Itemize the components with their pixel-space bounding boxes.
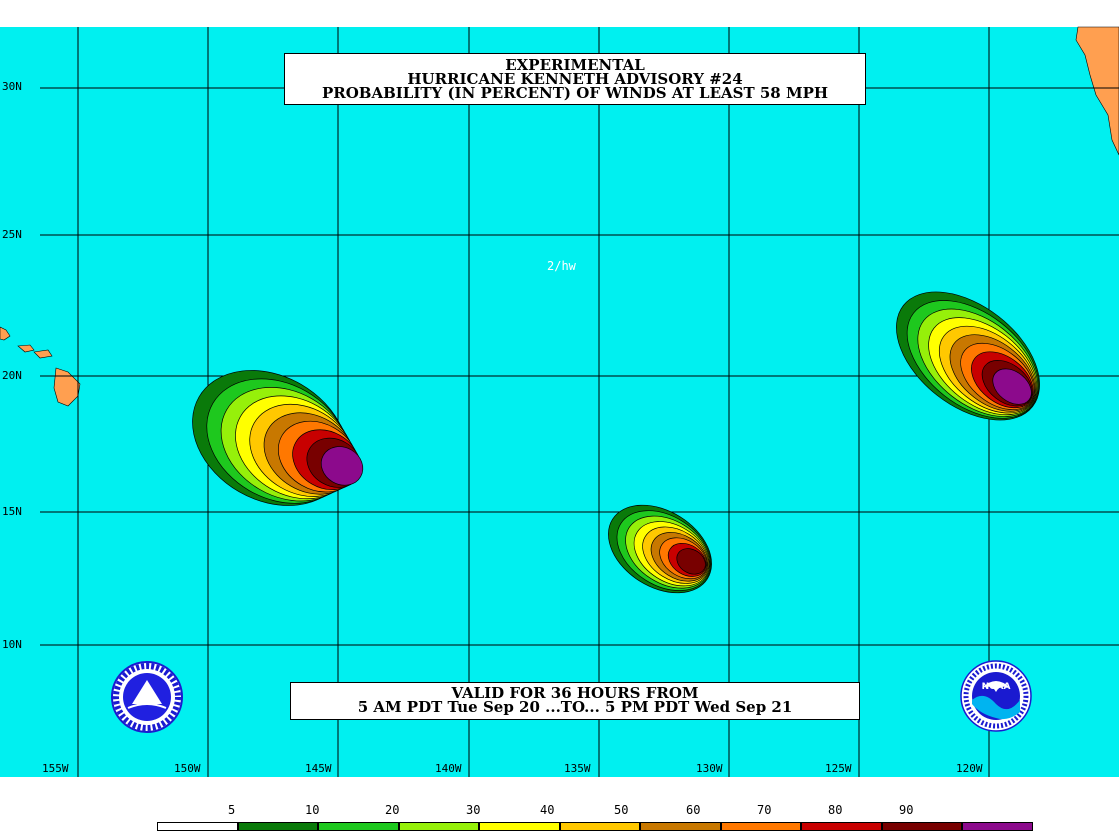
swath-center [608,504,712,594]
lon-label-125w: 125W [825,762,852,775]
lat-label-10n: 10N [2,638,22,651]
lat-label-20n: 20N [2,369,22,382]
legend-swatch [318,822,399,831]
valid-line-2: 5 AM PDT Tue Sep 20 ...TO... 5 PM PDT We… [357,698,793,716]
mexico-coast-land [1075,26,1119,156]
noaa-logo-text: NOAA [982,682,1011,692]
swath-east [896,291,1040,421]
noaa-logo-icon: NOAA [960,660,1032,732]
legend-swatch [157,822,238,831]
big-island-hawaii [53,367,81,407]
maui-island [33,349,53,359]
legend-value-label: 5 [228,803,236,817]
ocean-background [0,27,1119,777]
legend-swatch [479,822,560,831]
contour-level-10 [320,446,364,486]
title-box: EXPERIMENTAL HURRICANE KENNETH ADVISORY … [284,53,866,105]
legend-swatch [640,822,721,831]
lon-label-135w: 135W [564,762,591,775]
lat-label-25n: 25N [2,228,22,241]
title-line-2: HURRICANE KENNETH ADVISORY #24 [407,70,743,88]
valid-line-1: VALID FOR 36 HOURS FROM [451,684,699,702]
oahu-island [17,344,35,353]
legend-swatch [398,822,479,831]
legend-swatch [962,822,1033,831]
title-line-1: EXPERIMENTAL [505,56,645,74]
lon-label-120w: 120W [956,762,983,775]
swath-west [192,370,364,506]
lat-label-15n: 15N [2,505,22,518]
lon-label-130w: 130W [696,762,723,775]
contour-level-10 [992,368,1032,405]
contour-level-9 [676,548,706,575]
nws-seal-icon [111,661,183,733]
legend-value-label: 50 [614,803,629,817]
lon-label-155w: 155W [42,762,69,775]
lon-label-150w: 150W [174,762,201,775]
legend-swatch [559,822,640,831]
lon-label-145w: 145W [305,762,332,775]
valid-time-box: VALID FOR 36 HOURS FROM 5 AM PDT Tue Sep… [290,682,860,720]
legend-value-label: 10 [305,803,320,817]
legend-swatch [801,822,882,831]
legend-value-label: 70 [757,803,772,817]
legend-value-label: 60 [686,803,701,817]
kauai-island [0,326,11,341]
legend-value-label: 40 [540,803,555,817]
legend-value-label: 20 [385,803,400,817]
legend-swatch [881,822,962,831]
legend-swatch [720,822,801,831]
lat-label-30n: 30N [2,80,22,93]
forecaster-initials: 2/hw [547,259,576,273]
title-line-3: PROBABILITY (IN PERCENT) OF WINDS AT LEA… [321,84,829,102]
legend-value-label: 30 [466,803,481,817]
legend-swatch [237,822,318,831]
legend-value-label: 80 [828,803,843,817]
probability-contours [192,291,1040,594]
legend-value-label: 90 [899,803,914,817]
lon-label-140w: 140W [435,762,462,775]
